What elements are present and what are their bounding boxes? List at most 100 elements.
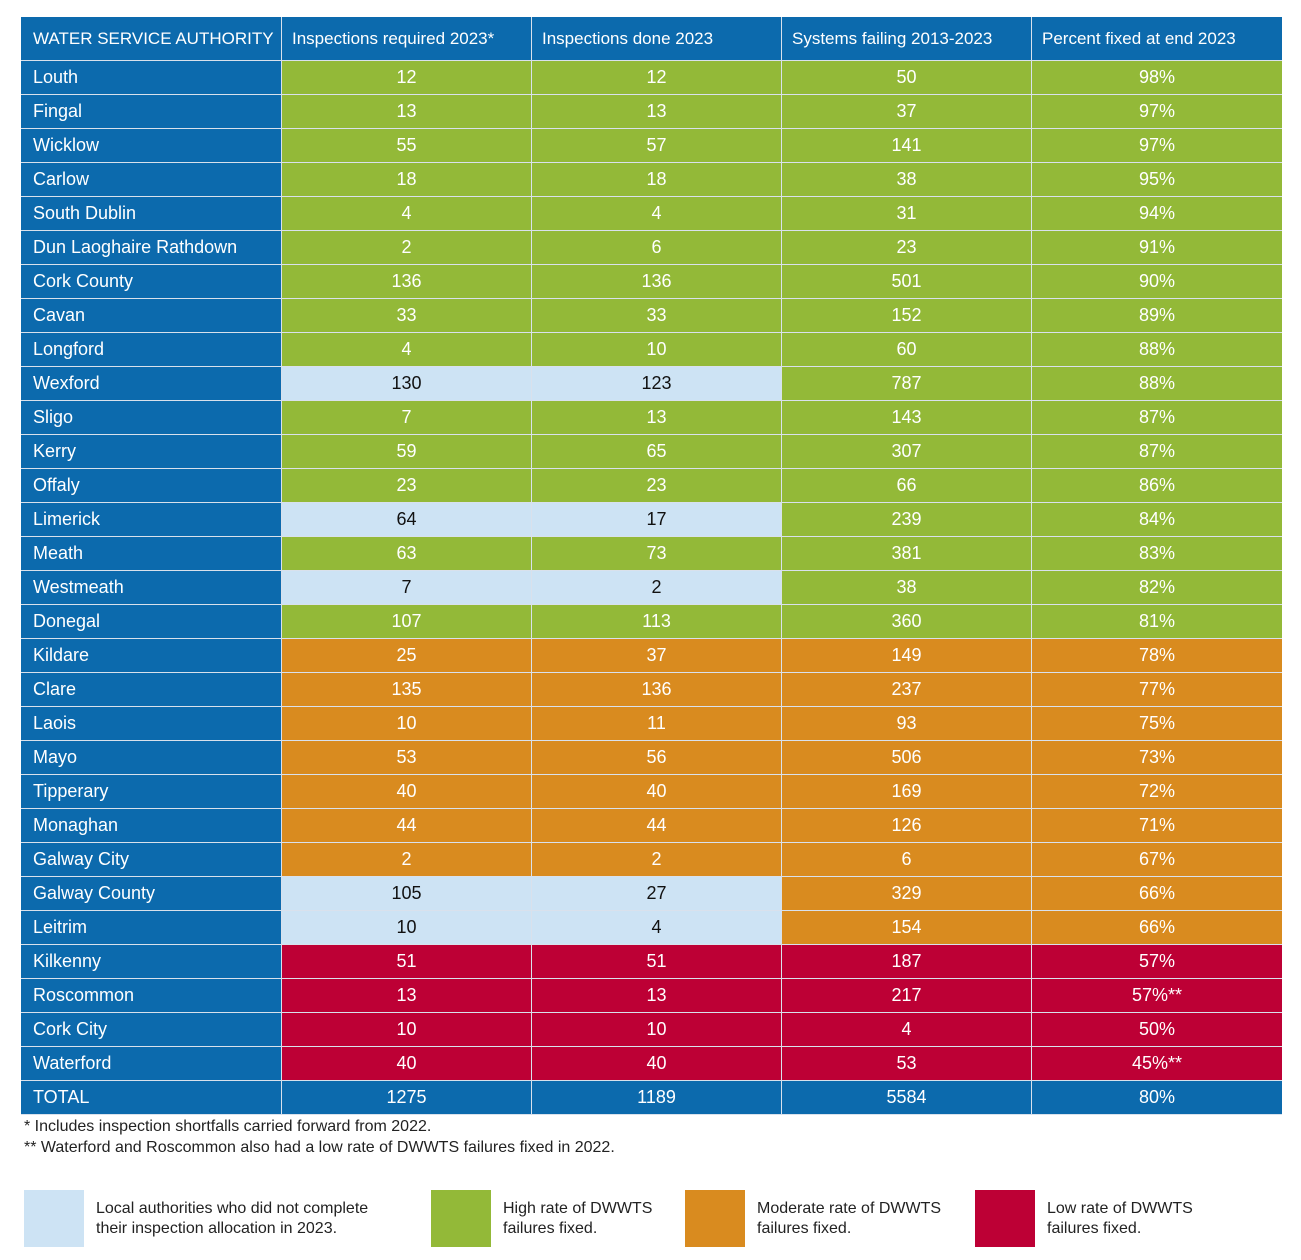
systems-failing: 38 [782, 163, 1032, 197]
inspections-required: 10 [282, 707, 532, 741]
inspections-required: 40 [282, 775, 532, 809]
inspections-required: 13 [282, 979, 532, 1013]
systems-failing: 126 [782, 809, 1032, 843]
systems-failing: 4 [782, 1013, 1032, 1047]
table-row: Galway County 105 27 329 66% [21, 877, 1282, 911]
legend-item-moderate: Moderate rate of DWWTS failures fixed. [685, 1190, 941, 1247]
legend-swatch [975, 1190, 1035, 1247]
inspections-done: 44 [532, 809, 782, 843]
inspections-done: 10 [532, 333, 782, 367]
table-row: Clare 135 136 237 77% [21, 673, 1282, 707]
authority-name: Offaly [21, 469, 282, 503]
inspections-done: 13 [532, 95, 782, 129]
legend-swatch [24, 1190, 84, 1247]
total-percent: 80% [1032, 1081, 1282, 1115]
inspections-required: 25 [282, 639, 532, 673]
systems-failing: 66 [782, 469, 1032, 503]
inspections-required: 105 [282, 877, 532, 911]
authority-name: Kilkenny [21, 945, 282, 979]
table-row: Offaly 23 23 66 86% [21, 469, 1282, 503]
systems-failing: 381 [782, 537, 1032, 571]
inspections-required: 7 [282, 571, 532, 605]
table-row: Roscommon 13 13 217 57%** [21, 979, 1282, 1013]
systems-failing: 501 [782, 265, 1032, 299]
legend-text: Moderate rate of DWWTS failures fixed. [757, 1199, 941, 1239]
percent-fixed: 91% [1032, 231, 1282, 265]
legend-swatch [685, 1190, 745, 1247]
inspections-done: 56 [532, 741, 782, 775]
legend-line: Local authorities who did not complete [96, 1199, 369, 1217]
column-header: Inspections required 2023* [282, 17, 532, 61]
inspections-required: 44 [282, 809, 532, 843]
table-row: Mayo 53 56 506 73% [21, 741, 1282, 775]
systems-failing: 93 [782, 707, 1032, 741]
inspections-required: 23 [282, 469, 532, 503]
legend-line: Low rate of DWWTS [1047, 1199, 1193, 1217]
inspections-done: 17 [532, 503, 782, 537]
inspections-required: 7 [282, 401, 532, 435]
systems-failing: 239 [782, 503, 1032, 537]
inspections-required: 2 [282, 231, 532, 265]
inspections-done: 57 [532, 129, 782, 163]
authority-name: Laois [21, 707, 282, 741]
percent-fixed: 87% [1032, 435, 1282, 469]
percent-fixed: 98% [1032, 61, 1282, 95]
authority-name: Monaghan [21, 809, 282, 843]
table-row: Waterford 40 40 53 45%** [21, 1047, 1282, 1081]
inspections-done: 136 [532, 265, 782, 299]
inspections-required: 53 [282, 741, 532, 775]
authority-name: Waterford [21, 1047, 282, 1081]
authority-name: Carlow [21, 163, 282, 197]
table-total-row: TOTAL 1275 1189 5584 80% [21, 1081, 1282, 1115]
inspections-done: 65 [532, 435, 782, 469]
inspections-done: 113 [532, 605, 782, 639]
inspections-done: 10 [532, 1013, 782, 1047]
inspections-done: 23 [532, 469, 782, 503]
authority-name: Longford [21, 333, 282, 367]
inspections-done: 33 [532, 299, 782, 333]
legend-text: Low rate of DWWTS failures fixed. [1047, 1199, 1193, 1239]
legend-line: failures fixed. [757, 1219, 852, 1237]
authority-name: South Dublin [21, 197, 282, 231]
systems-failing: 787 [782, 367, 1032, 401]
authority-name: Dun Laoghaire Rathdown [21, 231, 282, 265]
table-row: Westmeath 7 2 38 82% [21, 571, 1282, 605]
inspections-required: 4 [282, 333, 532, 367]
percent-fixed: 75% [1032, 707, 1282, 741]
table-row: Leitrim 10 4 154 66% [21, 911, 1282, 945]
inspections-required: 59 [282, 435, 532, 469]
authority-name: Galway County [21, 877, 282, 911]
inspections-done: 51 [532, 945, 782, 979]
total-done: 1189 [532, 1081, 782, 1115]
authority-name: Cavan [21, 299, 282, 333]
systems-failing: 23 [782, 231, 1032, 265]
systems-failing: 6 [782, 843, 1032, 877]
inspections-required: 33 [282, 299, 532, 333]
table-row: Meath 63 73 381 83% [21, 537, 1282, 571]
authority-name: Sligo [21, 401, 282, 435]
table-row: Donegal 107 113 360 81% [21, 605, 1282, 639]
inspections-done: 40 [532, 775, 782, 809]
systems-failing: 143 [782, 401, 1032, 435]
percent-fixed: 97% [1032, 129, 1282, 163]
authority-name: Cork County [21, 265, 282, 299]
percent-fixed: 71% [1032, 809, 1282, 843]
table-row: South Dublin 4 4 31 94% [21, 197, 1282, 231]
authority-name: Kildare [21, 639, 282, 673]
percent-fixed: 97% [1032, 95, 1282, 129]
authority-name: Limerick [21, 503, 282, 537]
inspections-done: 2 [532, 571, 782, 605]
inspections-done: 73 [532, 537, 782, 571]
legend-line: failures fixed. [1047, 1219, 1142, 1237]
legend-swatch [431, 1190, 491, 1247]
table-row: Longford 4 10 60 88% [21, 333, 1282, 367]
inspections-done: 2 [532, 843, 782, 877]
authority-name: Wexford [21, 367, 282, 401]
column-header: Systems failing 2013-2023 [782, 17, 1032, 61]
systems-failing: 149 [782, 639, 1032, 673]
column-header: Percent fixed at end 2023 [1032, 17, 1282, 61]
systems-failing: 152 [782, 299, 1032, 333]
authority-name: Westmeath [21, 571, 282, 605]
percent-fixed: 83% [1032, 537, 1282, 571]
percent-fixed: 86% [1032, 469, 1282, 503]
